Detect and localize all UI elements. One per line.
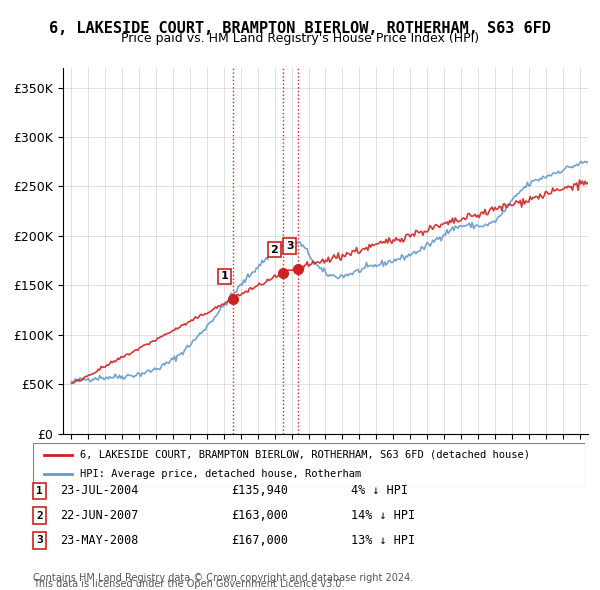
Text: HPI: Average price, detached house, Rotherham: HPI: Average price, detached house, Roth…	[80, 470, 361, 479]
Text: £163,000: £163,000	[231, 509, 288, 522]
FancyBboxPatch shape	[33, 442, 585, 487]
Text: 4% ↓ HPI: 4% ↓ HPI	[351, 484, 408, 497]
Text: 23-JUL-2004: 23-JUL-2004	[60, 484, 139, 497]
Text: 1: 1	[36, 486, 43, 496]
Text: 13% ↓ HPI: 13% ↓ HPI	[351, 534, 415, 547]
Text: 22-JUN-2007: 22-JUN-2007	[60, 509, 139, 522]
Text: 6, LAKESIDE COURT, BRAMPTON BIERLOW, ROTHERHAM, S63 6FD: 6, LAKESIDE COURT, BRAMPTON BIERLOW, ROT…	[49, 21, 551, 35]
Text: 6, LAKESIDE COURT, BRAMPTON BIERLOW, ROTHERHAM, S63 6FD (detached house): 6, LAKESIDE COURT, BRAMPTON BIERLOW, ROT…	[80, 450, 530, 460]
Text: 14% ↓ HPI: 14% ↓ HPI	[351, 509, 415, 522]
Text: 1: 1	[221, 271, 229, 281]
Text: This data is licensed under the Open Government Licence v3.0.: This data is licensed under the Open Gov…	[33, 579, 344, 589]
Text: 2: 2	[271, 245, 278, 255]
Text: £135,940: £135,940	[231, 484, 288, 497]
Text: 3: 3	[286, 241, 293, 251]
Text: £167,000: £167,000	[231, 534, 288, 547]
Text: Price paid vs. HM Land Registry's House Price Index (HPI): Price paid vs. HM Land Registry's House …	[121, 32, 479, 45]
Text: Contains HM Land Registry data © Crown copyright and database right 2024.: Contains HM Land Registry data © Crown c…	[33, 573, 413, 583]
Text: 2: 2	[36, 511, 43, 520]
Text: 23-MAY-2008: 23-MAY-2008	[60, 534, 139, 547]
Text: 3: 3	[36, 536, 43, 545]
